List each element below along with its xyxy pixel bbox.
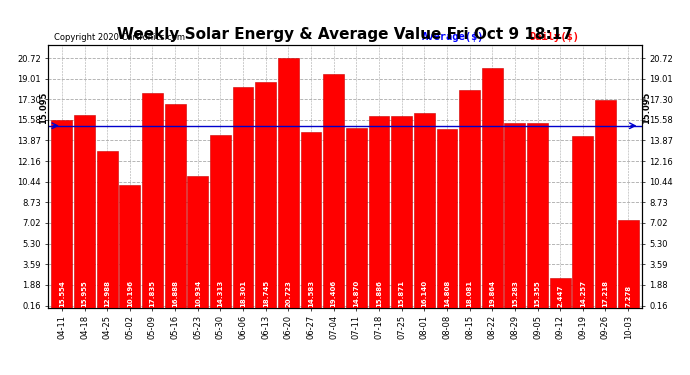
Text: 15.955: 15.955 <box>81 280 88 307</box>
Text: 10.196: 10.196 <box>127 280 133 307</box>
Bar <box>573 136 593 308</box>
Text: 20.723: 20.723 <box>286 280 291 307</box>
Text: 7.278: 7.278 <box>625 285 631 307</box>
Bar <box>210 135 231 308</box>
Bar <box>74 116 95 308</box>
Text: 14.870: 14.870 <box>353 280 359 307</box>
Text: 18.301: 18.301 <box>240 280 246 307</box>
Text: Daily($): Daily($) <box>529 32 579 42</box>
Text: 10.934: 10.934 <box>195 280 201 307</box>
Text: 18.745: 18.745 <box>263 280 268 307</box>
Text: 15.871: 15.871 <box>399 280 404 307</box>
Bar <box>301 132 322 308</box>
Text: 14.257: 14.257 <box>580 280 586 307</box>
Bar <box>165 104 186 308</box>
Text: 2.447: 2.447 <box>557 285 563 307</box>
Text: 14.583: 14.583 <box>308 280 314 307</box>
Bar <box>527 123 548 308</box>
Bar <box>52 120 72 308</box>
Bar <box>437 129 457 308</box>
Text: 14.313: 14.313 <box>217 280 224 307</box>
Bar <box>255 82 276 308</box>
Bar <box>323 74 344 308</box>
Text: 14.808: 14.808 <box>444 280 450 307</box>
Bar <box>550 278 571 308</box>
Bar <box>459 90 480 308</box>
Text: 15.283: 15.283 <box>512 280 518 307</box>
Text: 15.886: 15.886 <box>376 280 382 307</box>
Text: 16.140: 16.140 <box>422 280 427 307</box>
Text: 12.988: 12.988 <box>104 280 110 307</box>
Bar <box>504 123 525 308</box>
Text: 15.095: 15.095 <box>642 92 651 124</box>
Bar <box>119 185 140 308</box>
Bar <box>346 129 367 308</box>
Bar <box>414 113 435 308</box>
Bar <box>188 176 208 308</box>
Text: 19.864: 19.864 <box>489 280 495 307</box>
Text: Average($): Average($) <box>422 32 484 42</box>
Text: 15.554: 15.554 <box>59 280 65 307</box>
Bar <box>482 68 502 308</box>
Text: 15.355: 15.355 <box>535 280 540 307</box>
Text: 16.888: 16.888 <box>172 280 178 307</box>
Text: 15.095: 15.095 <box>39 92 48 124</box>
Title: Weekly Solar Energy & Average Value Fri Oct 9 18:17: Weekly Solar Energy & Average Value Fri … <box>117 27 573 42</box>
Bar <box>233 87 253 308</box>
Bar <box>278 58 299 308</box>
Bar <box>97 151 117 308</box>
Bar <box>142 93 163 308</box>
Text: 18.081: 18.081 <box>466 280 473 307</box>
Bar <box>595 100 616 308</box>
Text: 17.218: 17.218 <box>602 280 609 307</box>
Text: 19.406: 19.406 <box>331 280 337 307</box>
Bar <box>368 116 389 308</box>
Bar <box>618 220 638 308</box>
Bar <box>391 116 412 308</box>
Text: 17.835: 17.835 <box>150 280 155 307</box>
Text: Copyright 2020 Cartronics.com: Copyright 2020 Cartronics.com <box>55 33 185 42</box>
